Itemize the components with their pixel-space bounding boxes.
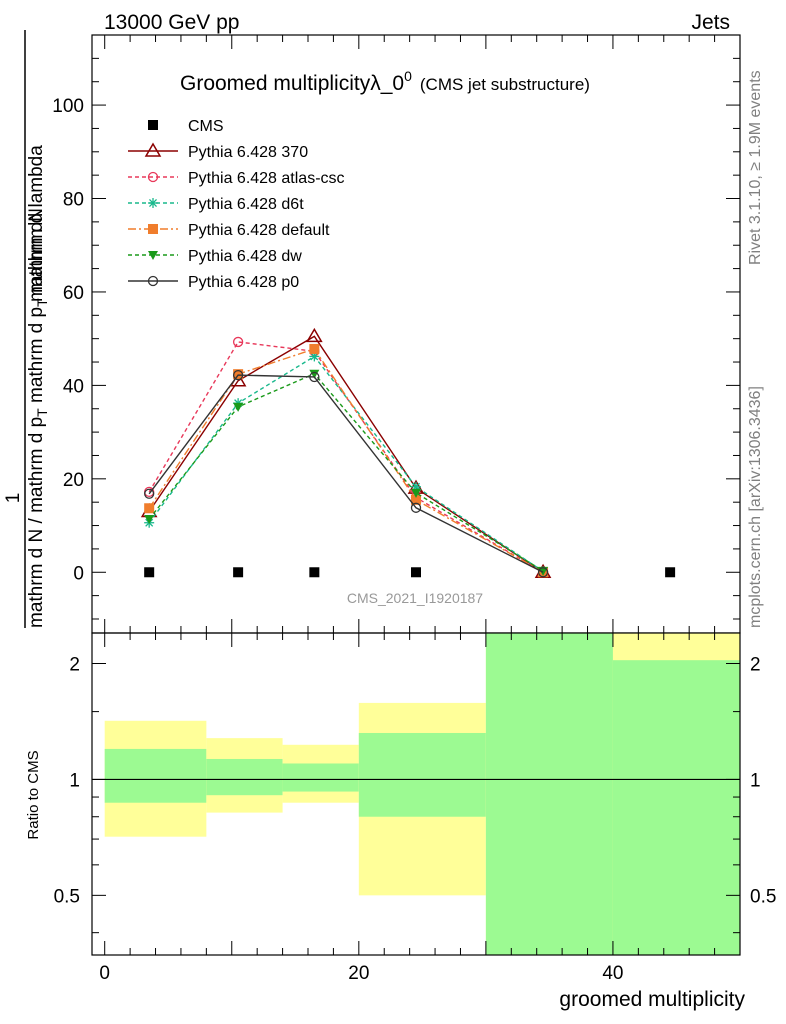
series-point-4 bbox=[309, 343, 320, 354]
legend-marker-0 bbox=[148, 120, 158, 130]
main-series-group bbox=[140, 327, 676, 579]
y-label-den-sub2: T bbox=[34, 298, 50, 307]
legend-label-3: Pythia 6.428 d6t bbox=[188, 196, 304, 213]
legend-label-1: Pythia 6.428 370 bbox=[188, 144, 308, 161]
ratio-y-tick-label: 0.5 bbox=[54, 886, 80, 907]
series-point-4 bbox=[411, 494, 421, 505]
legend-label-6: Pythia 6.428 p0 bbox=[188, 274, 299, 291]
series-point-2 bbox=[232, 336, 244, 348]
ratio-stat-band-0 bbox=[104, 748, 207, 803]
series-point-0 bbox=[144, 567, 155, 578]
series-point-5 bbox=[538, 566, 549, 576]
header-right: Jets bbox=[691, 11, 730, 34]
ratio-y-tick-label-right: 1 bbox=[750, 770, 761, 791]
legend-marker-5 bbox=[148, 251, 158, 260]
legend-marker-6 bbox=[147, 275, 159, 287]
ratio-stat-band-5 bbox=[612, 660, 740, 955]
legend-label-0: CMS bbox=[188, 118, 224, 135]
ratio-y-tick-label-right: 2 bbox=[750, 654, 761, 675]
series-point-5 bbox=[144, 515, 155, 525]
y-label-numerator-sub: mathrm dN bbox=[26, 208, 47, 302]
main-y-label: 1 mathrm dN mathrm d N / mathrm d pT mat… bbox=[3, 30, 50, 628]
header-left: 13000 GeV pp bbox=[104, 11, 239, 34]
y-label-den-sub1: T bbox=[34, 408, 50, 417]
series-line-2 bbox=[148, 341, 544, 573]
y-label-numerator: 1 bbox=[3, 493, 24, 504]
series-point-0 bbox=[233, 567, 244, 578]
series-point-1 bbox=[306, 327, 323, 343]
series-point-4 bbox=[233, 369, 244, 380]
ratio-plot: 0.5 0.51 12 20 20 40 Ratio to CMS groomed mul… bbox=[25, 632, 776, 1011]
y-tick-label: 40 bbox=[63, 376, 84, 397]
legend-label-2: Pythia 6.428 atlas-csc bbox=[188, 170, 345, 187]
series-point-6 bbox=[309, 371, 320, 383]
series-point-6 bbox=[232, 369, 244, 381]
legend-marker-1 bbox=[144, 142, 162, 157]
legend-label-5: Pythia 6.428 dw bbox=[188, 248, 302, 265]
ratio-plot-frame bbox=[91, 632, 741, 956]
ratio-stat-band-4 bbox=[485, 633, 613, 955]
series-point-0 bbox=[411, 567, 421, 578]
ratio-y-tick-label-right: 0.5 bbox=[750, 886, 776, 907]
legend-marker-4 bbox=[148, 224, 158, 234]
y-tick-label: 0 bbox=[73, 563, 84, 584]
rivet-label: Rivet 3.1.10, ≥ 1.9M events bbox=[747, 70, 764, 265]
series-line-5 bbox=[148, 372, 544, 572]
legend: CMS Pythia 6.428 370 Pythia 6.428 atlas-cs… bbox=[128, 118, 345, 291]
y-label-den-part2: mathrm d p bbox=[26, 307, 47, 408]
y-tick-label: 20 bbox=[63, 470, 84, 491]
analysis-watermark: CMS_2021_I1920187 bbox=[347, 590, 483, 606]
series-point-5 bbox=[233, 402, 244, 412]
x-tick-label: 20 bbox=[348, 963, 369, 984]
ratio-ticks: 0.5 0.51 12 20 20 40 bbox=[54, 633, 776, 984]
series-point-6 bbox=[410, 502, 422, 513]
ratio-y-tick-label: 1 bbox=[69, 770, 80, 791]
ratio-bands bbox=[92, 633, 740, 955]
series-point-5 bbox=[309, 369, 320, 379]
x-tick-label: 40 bbox=[602, 963, 623, 984]
chart-title: Groomed multiplicityλ_00 (CMS jet substru… bbox=[180, 68, 590, 95]
main-y-ticks: 0 20 40 60 80 100 bbox=[52, 35, 741, 633]
y-tick-label: 60 bbox=[63, 283, 84, 304]
ratio-stat-band-2 bbox=[282, 763, 359, 792]
y-label-den-part3: mathrm d lambda bbox=[26, 145, 47, 299]
ratio-y-tick-label: 2 bbox=[69, 654, 80, 675]
series-line-4 bbox=[148, 348, 544, 573]
ratio-stat-band-3 bbox=[358, 732, 486, 817]
series-point-5 bbox=[411, 488, 421, 498]
legend-marker-2 bbox=[147, 171, 159, 183]
legend-label-4: Pythia 6.428 default bbox=[188, 222, 330, 239]
series-point-0 bbox=[665, 567, 676, 578]
x-axis-label: groomed multiplicity bbox=[559, 988, 745, 1011]
series-point-3 bbox=[310, 352, 319, 361]
series-point-0 bbox=[309, 567, 320, 578]
x-tick-label: 0 bbox=[99, 963, 110, 984]
series-line-6 bbox=[148, 374, 544, 573]
y-label-denominator: mathrm d N / mathrm d pT mathrm d pT mat… bbox=[26, 145, 50, 628]
ratio-stat-band-1 bbox=[206, 758, 283, 796]
chart-subtitle: (CMS jet substructure) bbox=[420, 75, 590, 94]
legend-marker-3 bbox=[149, 199, 157, 207]
series-point-4 bbox=[144, 503, 155, 514]
mcplots-label: mcplots.cern.ch [arXiv:1306.3436] bbox=[747, 386, 764, 628]
ratio-y-label: Ratio to CMS bbox=[25, 750, 42, 839]
chart-title-main: Groomed multiplicityλ_0 bbox=[180, 72, 404, 95]
series-line-1 bbox=[148, 335, 544, 573]
y-tick-label: 80 bbox=[63, 190, 84, 211]
series-point-6 bbox=[144, 488, 155, 499]
y-tick-label: 100 bbox=[52, 96, 84, 117]
chart-title-sup: 0 bbox=[404, 68, 412, 84]
series-point-6 bbox=[537, 567, 549, 578]
y-label-den-part1: mathrm d N / mathrm d p bbox=[26, 417, 47, 628]
